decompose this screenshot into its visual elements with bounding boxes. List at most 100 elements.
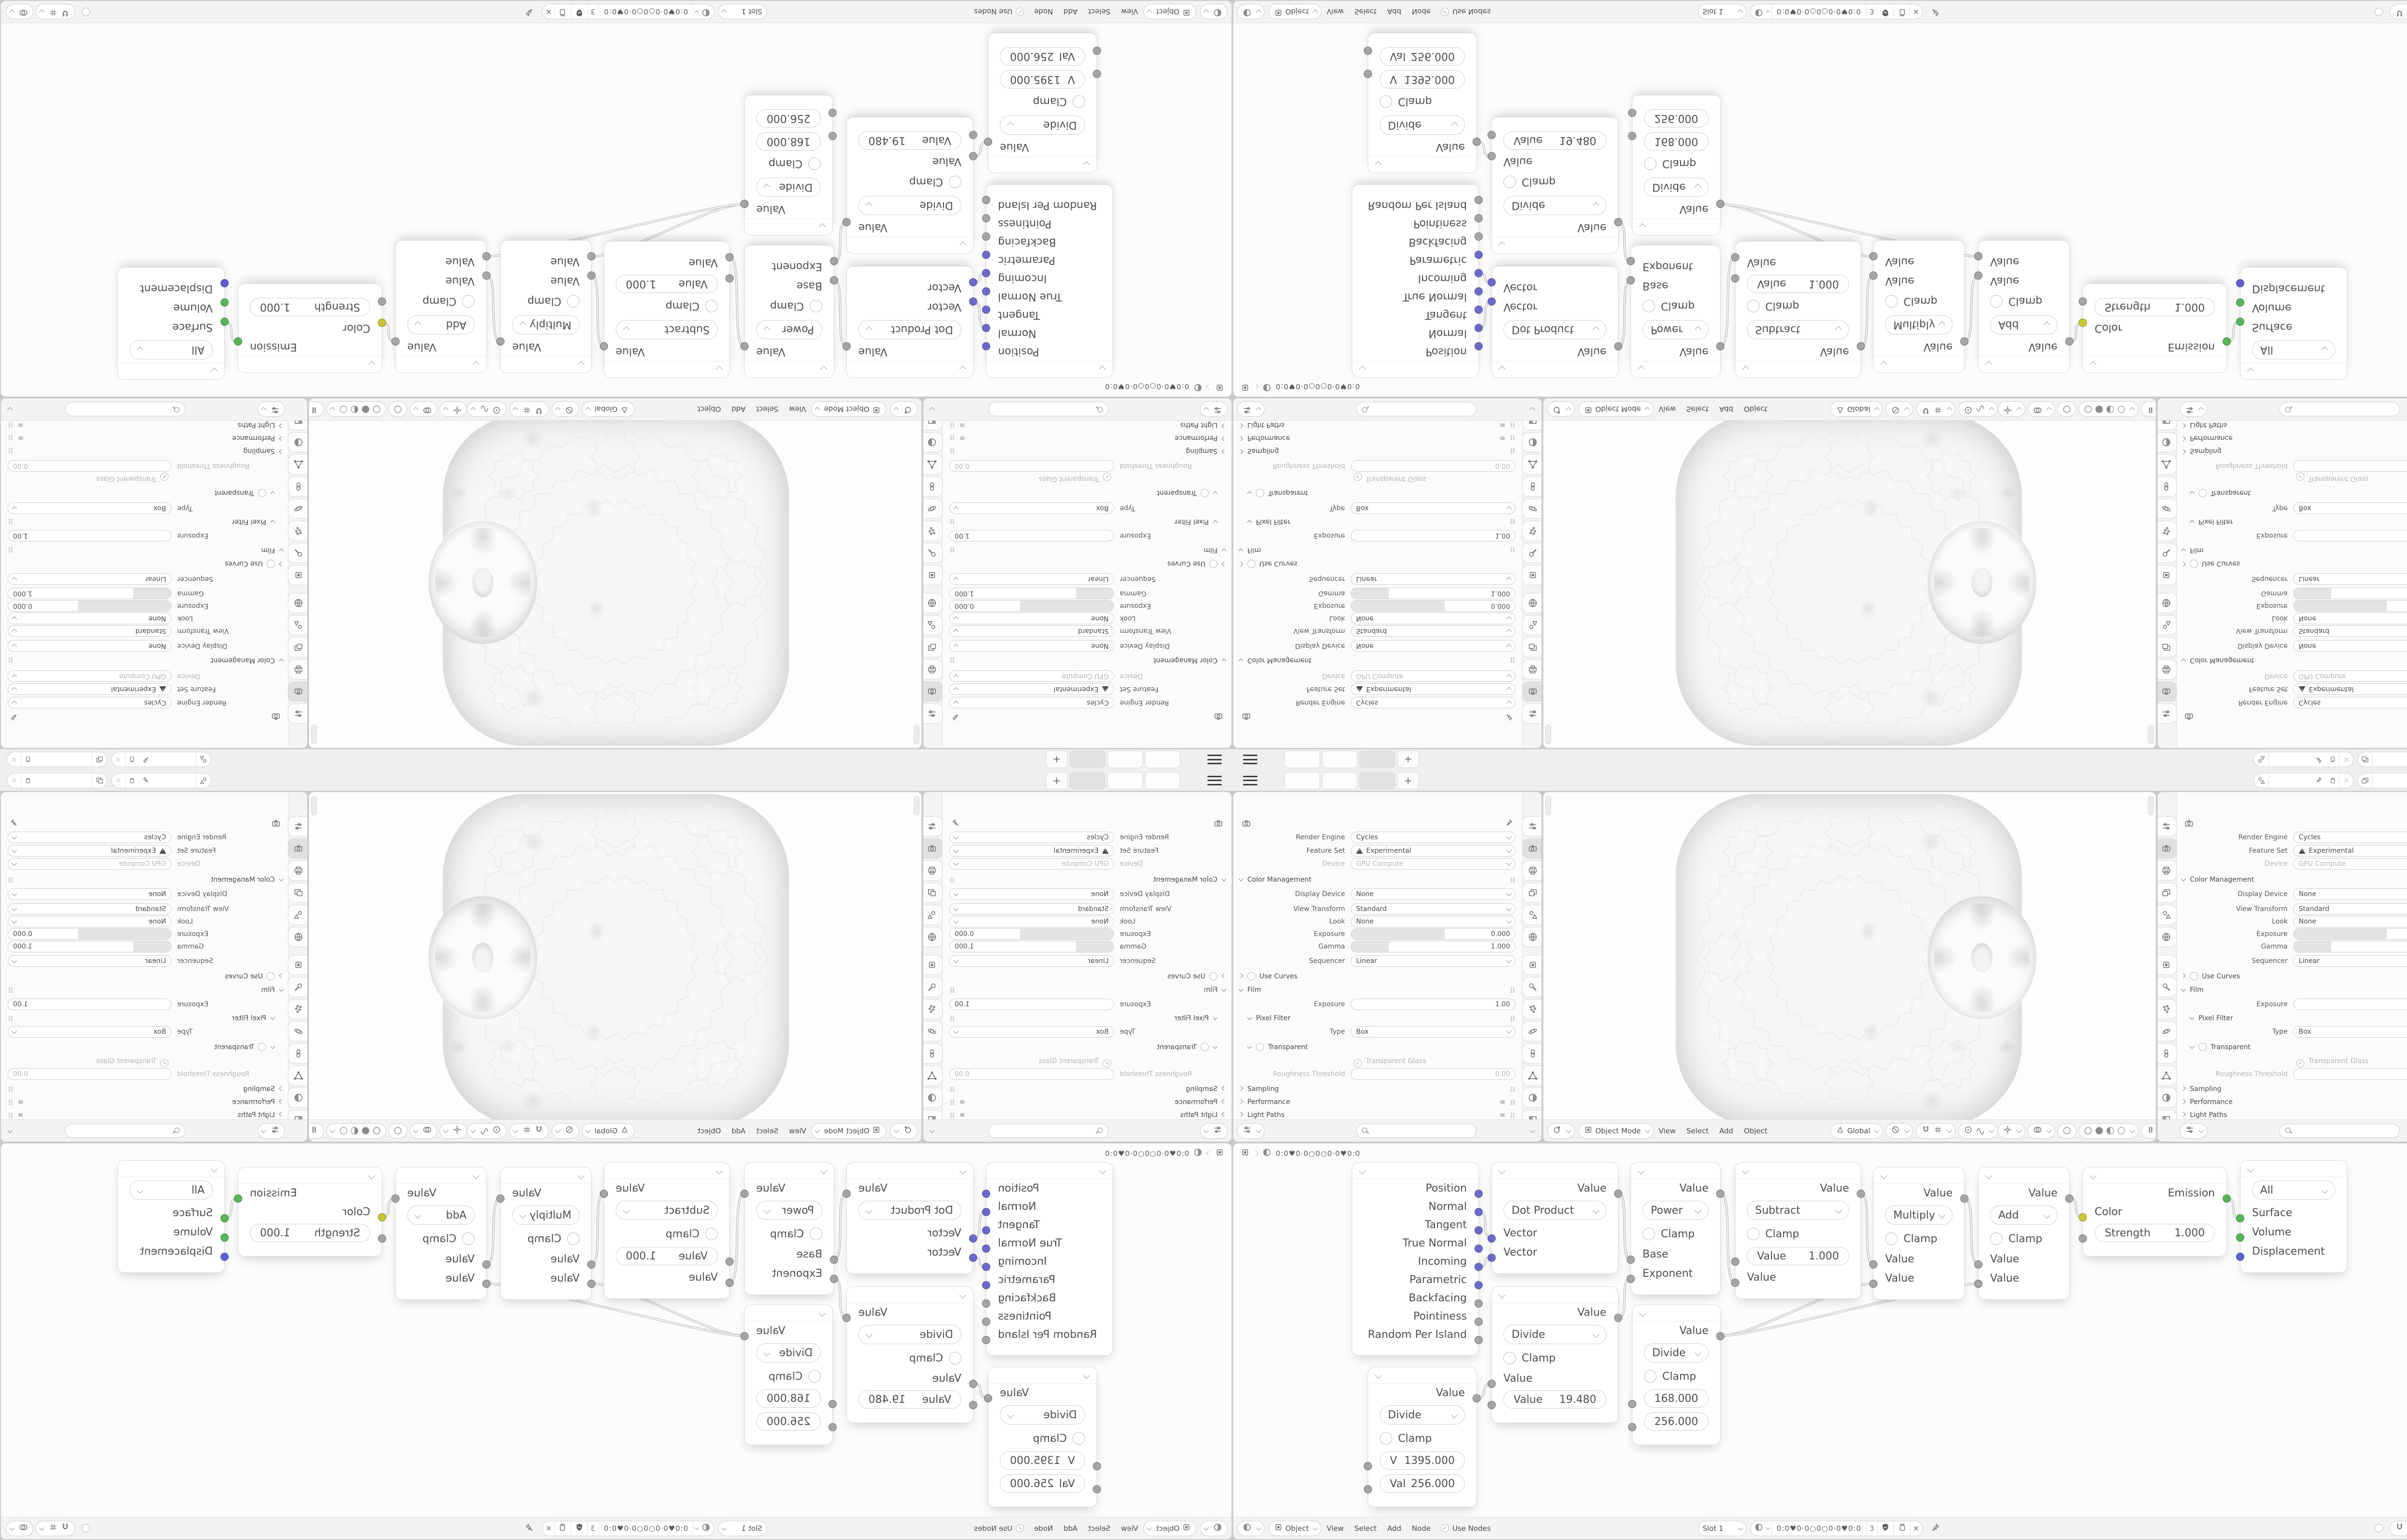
properties-tab-world[interactable] (1522, 927, 1541, 947)
shading-mode-switch[interactable] (326, 1123, 386, 1139)
collapse-chevron-icon[interactable] (715, 366, 723, 373)
collapse-chevron-icon[interactable] (1083, 1372, 1090, 1379)
section-arrow-icon[interactable] (1221, 876, 1227, 882)
properties-tab-output[interactable] (1522, 860, 1541, 881)
socket-vector[interactable] (982, 251, 990, 259)
property-dropdown[interactable]: Box (1351, 1026, 1515, 1038)
socket-shader[interactable] (220, 298, 229, 307)
node-header[interactable] (1735, 361, 1861, 377)
collapse-chevron-icon[interactable] (1498, 1291, 1506, 1298)
collapse-chevron-icon[interactable] (472, 361, 480, 368)
socket-float[interactable] (391, 1194, 400, 1203)
property-dropdown[interactable]: Box (2293, 502, 2407, 514)
clamp-checkbox[interactable] (1073, 1432, 1085, 1445)
use-nodes-checkbox[interactable]: ✓ Use Nodes (974, 8, 1024, 16)
property-dropdown[interactable]: Cycles (949, 697, 1114, 708)
proportional-edit-button[interactable] (466, 401, 506, 417)
properties-tab-modifiers[interactable] (288, 543, 307, 563)
node-row-divide[interactable]: Divide (1632, 174, 1720, 200)
properties-tab-particles[interactable] (2158, 521, 2177, 541)
node-math-multiply[interactable]: Value Multiply Clamp Value Value (1869, 1167, 1968, 1300)
section-arrow-icon[interactable] (270, 520, 275, 525)
node-dropdown[interactable]: Power (1643, 1201, 1708, 1220)
node-dropdown[interactable]: Divide (1380, 1405, 1465, 1424)
section-arrow-icon[interactable] (1221, 1086, 1227, 1091)
section-arrow-icon[interactable] (279, 658, 284, 664)
socket-float[interactable] (740, 200, 749, 208)
node-math-subtract[interactable]: Value Subtract Clamp Value 1.000 Value (600, 241, 734, 378)
socket-vector[interactable] (1475, 1190, 1483, 1198)
socket-float[interactable] (842, 1314, 851, 1322)
section-arrow-icon[interactable] (1221, 562, 1227, 567)
section-arrow-icon[interactable] (1221, 1099, 1227, 1104)
property-field[interactable]: 1.00 (8, 999, 171, 1010)
node-row-val[interactable]: Val 256.000 (1368, 45, 1476, 68)
node-vector-math-dot-product[interactable]: Value Dot Product Vector Vector (842, 1162, 977, 1274)
node-row-all[interactable]: All (118, 1177, 224, 1203)
pause-button[interactable] (2141, 401, 2156, 417)
section-arrow-icon[interactable] (1247, 520, 1252, 525)
node-row-value[interactable]: Value 1.000 (604, 1245, 729, 1268)
gizmos-button[interactable] (439, 1123, 467, 1139)
node-header[interactable] (988, 1367, 1097, 1384)
clamp-checkbox[interactable] (808, 157, 821, 170)
node-dropdown[interactable]: Multiply (1885, 1206, 1953, 1225)
node-row-clamp[interactable]: Clamp (604, 1223, 729, 1245)
node-dropdown[interactable]: Divide (1000, 1405, 1085, 1424)
socket-float[interactable] (1475, 1336, 1483, 1344)
socket-vector[interactable] (1475, 287, 1483, 295)
property-dropdown[interactable]: Experimental (2293, 683, 2407, 695)
property-dropdown[interactable]: Standard (1351, 903, 1515, 915)
fake-user-shield-icon[interactable] (1877, 1521, 1894, 1536)
socket-vector[interactable] (1475, 342, 1483, 350)
checkbox[interactable] (1247, 560, 1255, 568)
node-dropdown[interactable]: Divide (1503, 1325, 1606, 1344)
scene-name-field[interactable] (139, 752, 196, 767)
section-arrow-icon[interactable] (270, 491, 275, 496)
overlays-button[interactable] (2028, 1123, 2056, 1139)
clamp-checkbox[interactable] (808, 1370, 821, 1383)
socket-float[interactable] (1628, 109, 1636, 117)
new-workspace-tab-button[interactable]: + (1046, 751, 1068, 769)
clamp-checkbox[interactable] (567, 1232, 580, 1245)
wireframe-shading-icon[interactable] (2084, 1127, 2092, 1134)
section-arrow-icon[interactable] (1221, 423, 1227, 428)
node-value-field[interactable]: Strength 1.000 (250, 1224, 370, 1242)
copy-icon[interactable] (21, 752, 35, 767)
collapse-chevron-icon[interactable] (1498, 1167, 1506, 1174)
section-arrow-icon[interactable] (1238, 876, 1243, 882)
properties-tab-render[interactable] (1522, 838, 1541, 859)
node-value-field[interactable]: Value 19.480 (858, 1390, 961, 1409)
property-dropdown[interactable]: Cycles (8, 697, 171, 708)
xray-button[interactable] (2058, 1123, 2077, 1139)
copy-icon[interactable] (555, 1521, 571, 1536)
search-input[interactable] (2279, 1123, 2400, 1138)
node-math-subtract[interactable]: Value Subtract Clamp Value 1.000 Value (1731, 1162, 1865, 1299)
node-header[interactable] (1492, 1163, 1618, 1179)
pin-icon[interactable] (1930, 6, 1941, 18)
socket-vector[interactable] (1475, 1245, 1483, 1253)
socket-float[interactable] (1093, 1485, 1101, 1493)
properties-tab-particles[interactable] (288, 521, 307, 541)
socket-float[interactable] (482, 252, 491, 260)
sidebar-handle[interactable] (2148, 725, 2154, 744)
section-arrow-icon[interactable] (2189, 1044, 2195, 1049)
socket-float[interactable] (1093, 70, 1101, 78)
proportional-edit-button[interactable] (466, 1123, 506, 1139)
snapping-button[interactable] (509, 1123, 549, 1139)
workspace-tab-2[interactable] (1107, 751, 1143, 769)
node-dropdown[interactable]: Power (756, 1201, 822, 1220)
property-field[interactable]: 0.000 (2293, 928, 2407, 940)
properties-tab-render[interactable] (288, 838, 307, 859)
toolbar-handle[interactable] (914, 725, 919, 744)
filter-button[interactable] (926, 402, 942, 417)
scene-selector[interactable]: ✕ (2253, 772, 2354, 788)
section-arrow-icon[interactable] (279, 987, 284, 992)
properties-tab-particles[interactable] (288, 999, 307, 1019)
node-value-field[interactable]: 256.000 (1644, 1412, 1708, 1431)
socket-shader[interactable] (234, 337, 242, 346)
pin-icon[interactable] (2315, 776, 2323, 785)
node-vector-math-dot-product[interactable]: Value Dot Product Vector Vector (842, 266, 977, 378)
node-geometry[interactable]: Position Normal Tangent True Normal Incoming… (982, 184, 1113, 378)
clamp-checkbox[interactable] (1644, 1370, 1656, 1383)
